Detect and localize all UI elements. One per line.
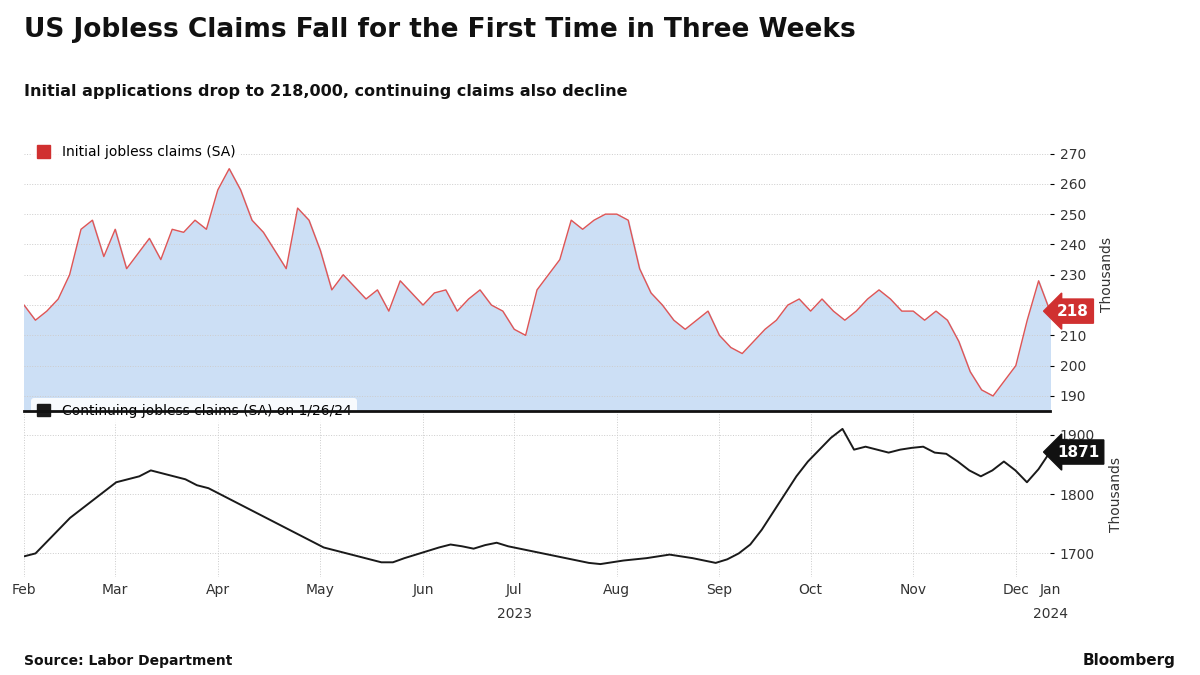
Legend: Initial jobless claims (SA): Initial jobless claims (SA) [31,140,241,165]
Text: 1871: 1871 [1057,445,1099,460]
Text: Initial applications drop to 218,000, continuing claims also decline: Initial applications drop to 218,000, co… [24,84,628,99]
Text: Bloomberg: Bloomberg [1084,653,1176,668]
Text: 2024: 2024 [1032,607,1068,621]
Text: Source: Labor Department: Source: Labor Department [24,654,233,668]
Text: US Jobless Claims Fall for the First Time in Three Weeks: US Jobless Claims Fall for the First Tim… [24,17,856,43]
Text: 2023: 2023 [497,607,532,621]
Y-axis label: Thousands: Thousands [1100,237,1114,313]
Legend: Continuing jobless claims (SA) on 1/26/24: Continuing jobless claims (SA) on 1/26/2… [31,398,356,423]
Y-axis label: Thousands: Thousands [1109,456,1123,532]
Text: 218: 218 [1057,304,1088,319]
